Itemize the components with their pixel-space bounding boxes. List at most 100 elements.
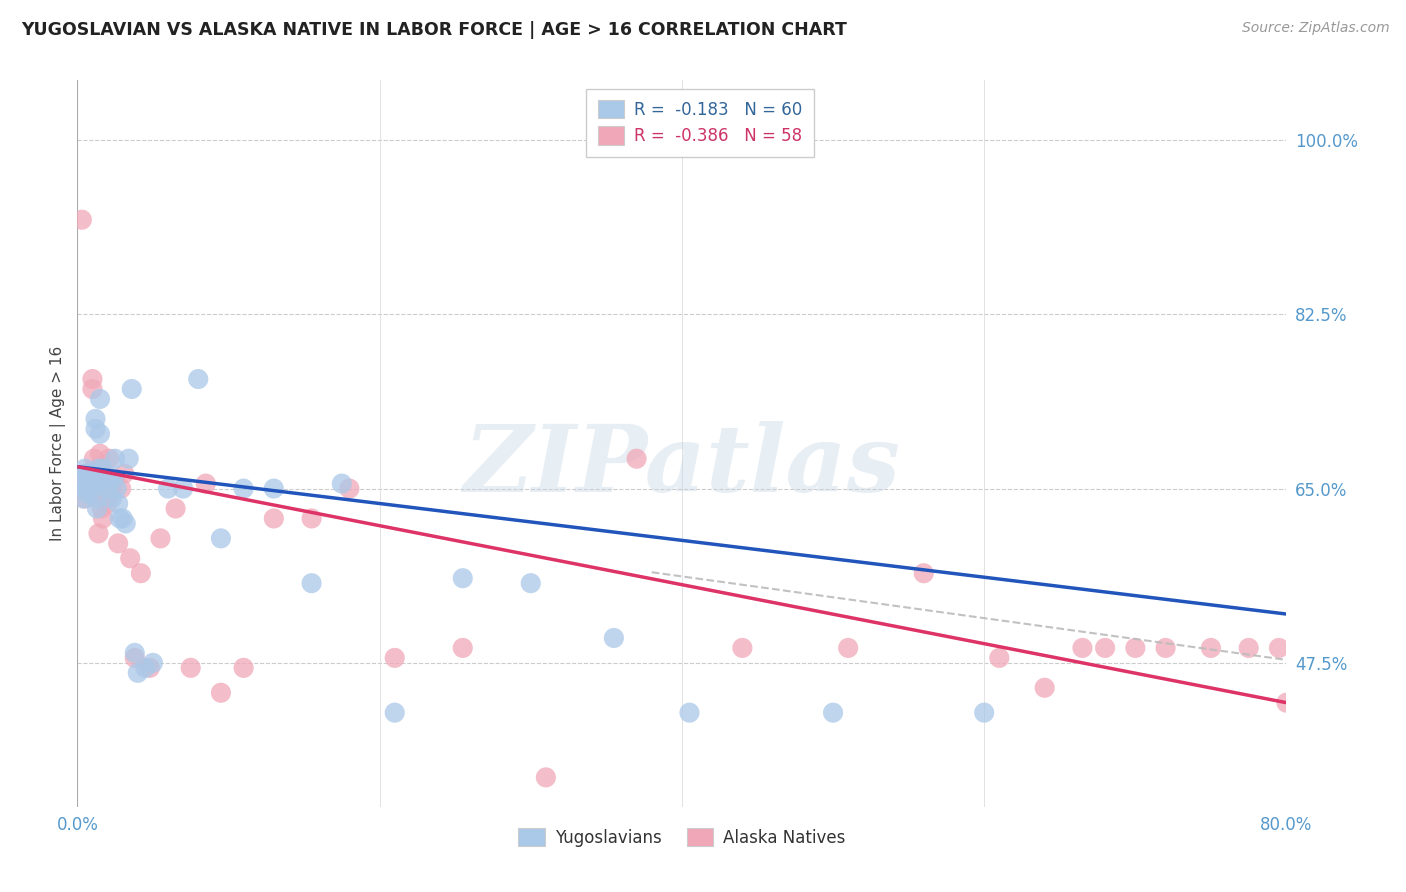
Point — [973, 706, 995, 720]
Point — [107, 496, 129, 510]
Point — [108, 511, 131, 525]
Y-axis label: In Labor Force | Age > 16: In Labor Force | Age > 16 — [51, 346, 66, 541]
Point — [73, 482, 96, 496]
Point — [94, 476, 117, 491]
Point — [111, 511, 134, 525]
Point — [912, 566, 935, 581]
Point — [84, 412, 107, 426]
Point — [86, 501, 108, 516]
Point — [837, 640, 859, 655]
Point — [93, 491, 115, 506]
Point — [83, 451, 105, 466]
Point — [96, 496, 118, 510]
Point — [103, 472, 125, 486]
Point — [82, 467, 104, 481]
Point — [626, 451, 648, 466]
Point — [105, 482, 128, 496]
Point — [337, 482, 360, 496]
Point — [98, 451, 121, 466]
Point — [79, 472, 101, 486]
Point — [90, 501, 112, 516]
Point — [451, 571, 474, 585]
Point — [1123, 640, 1146, 655]
Point — [232, 482, 254, 496]
Point — [127, 665, 149, 680]
Point — [98, 472, 121, 486]
Point — [70, 212, 93, 227]
Point — [263, 511, 285, 525]
Point — [84, 422, 107, 436]
Point — [209, 686, 232, 700]
Point — [93, 472, 115, 486]
Point — [120, 551, 142, 566]
Point — [89, 447, 111, 461]
Point — [209, 532, 232, 546]
Point — [124, 651, 146, 665]
Text: YUGOSLAVIAN VS ALASKA NATIVE IN LABOR FORCE | AGE > 16 CORRELATION CHART: YUGOSLAVIAN VS ALASKA NATIVE IN LABOR FO… — [21, 21, 846, 38]
Point — [89, 426, 111, 441]
Point — [96, 472, 118, 486]
Point — [1275, 696, 1298, 710]
Point — [1237, 640, 1260, 655]
Point — [384, 706, 406, 720]
Point — [232, 661, 254, 675]
Point — [94, 472, 117, 486]
Point — [75, 467, 97, 481]
Point — [104, 451, 127, 466]
Point — [1268, 640, 1291, 655]
Point — [72, 491, 94, 506]
Point — [731, 640, 754, 655]
Point — [157, 482, 180, 496]
Point — [91, 511, 114, 525]
Point — [194, 476, 217, 491]
Point — [91, 461, 114, 475]
Point — [121, 382, 143, 396]
Point — [77, 486, 100, 500]
Point — [79, 482, 101, 496]
Point — [87, 526, 110, 541]
Point — [118, 451, 141, 466]
Point — [82, 372, 104, 386]
Point — [124, 646, 146, 660]
Point — [1199, 640, 1222, 655]
Point — [82, 472, 104, 486]
Text: ZIPatlas: ZIPatlas — [464, 421, 900, 510]
Point — [451, 640, 474, 655]
Point — [86, 491, 108, 506]
Point — [1033, 681, 1056, 695]
Point — [165, 501, 187, 516]
Point — [89, 392, 111, 406]
Point — [73, 461, 96, 475]
Point — [72, 472, 94, 486]
Point — [107, 536, 129, 550]
Point — [603, 631, 626, 645]
Point — [301, 576, 323, 591]
Legend: Yugoslavians, Alaska Natives: Yugoslavians, Alaska Natives — [512, 822, 852, 854]
Point — [73, 482, 96, 496]
Point — [187, 372, 209, 386]
Point — [263, 482, 285, 496]
Point — [112, 467, 135, 481]
Point — [100, 486, 122, 500]
Point — [96, 482, 118, 496]
Point — [988, 651, 1011, 665]
Point — [87, 461, 110, 475]
Point — [114, 516, 136, 531]
Point — [84, 482, 107, 496]
Text: Source: ZipAtlas.com: Source: ZipAtlas.com — [1241, 21, 1389, 35]
Point — [149, 532, 172, 546]
Point — [172, 482, 194, 496]
Point — [139, 661, 162, 675]
Point — [821, 706, 844, 720]
Point — [134, 661, 156, 675]
Point — [77, 472, 100, 486]
Point — [70, 472, 93, 486]
Point — [101, 491, 124, 506]
Point — [520, 576, 543, 591]
Point — [73, 491, 96, 506]
Point — [330, 476, 353, 491]
Point — [80, 476, 103, 491]
Point — [80, 467, 103, 481]
Point — [82, 382, 104, 396]
Point — [1094, 640, 1116, 655]
